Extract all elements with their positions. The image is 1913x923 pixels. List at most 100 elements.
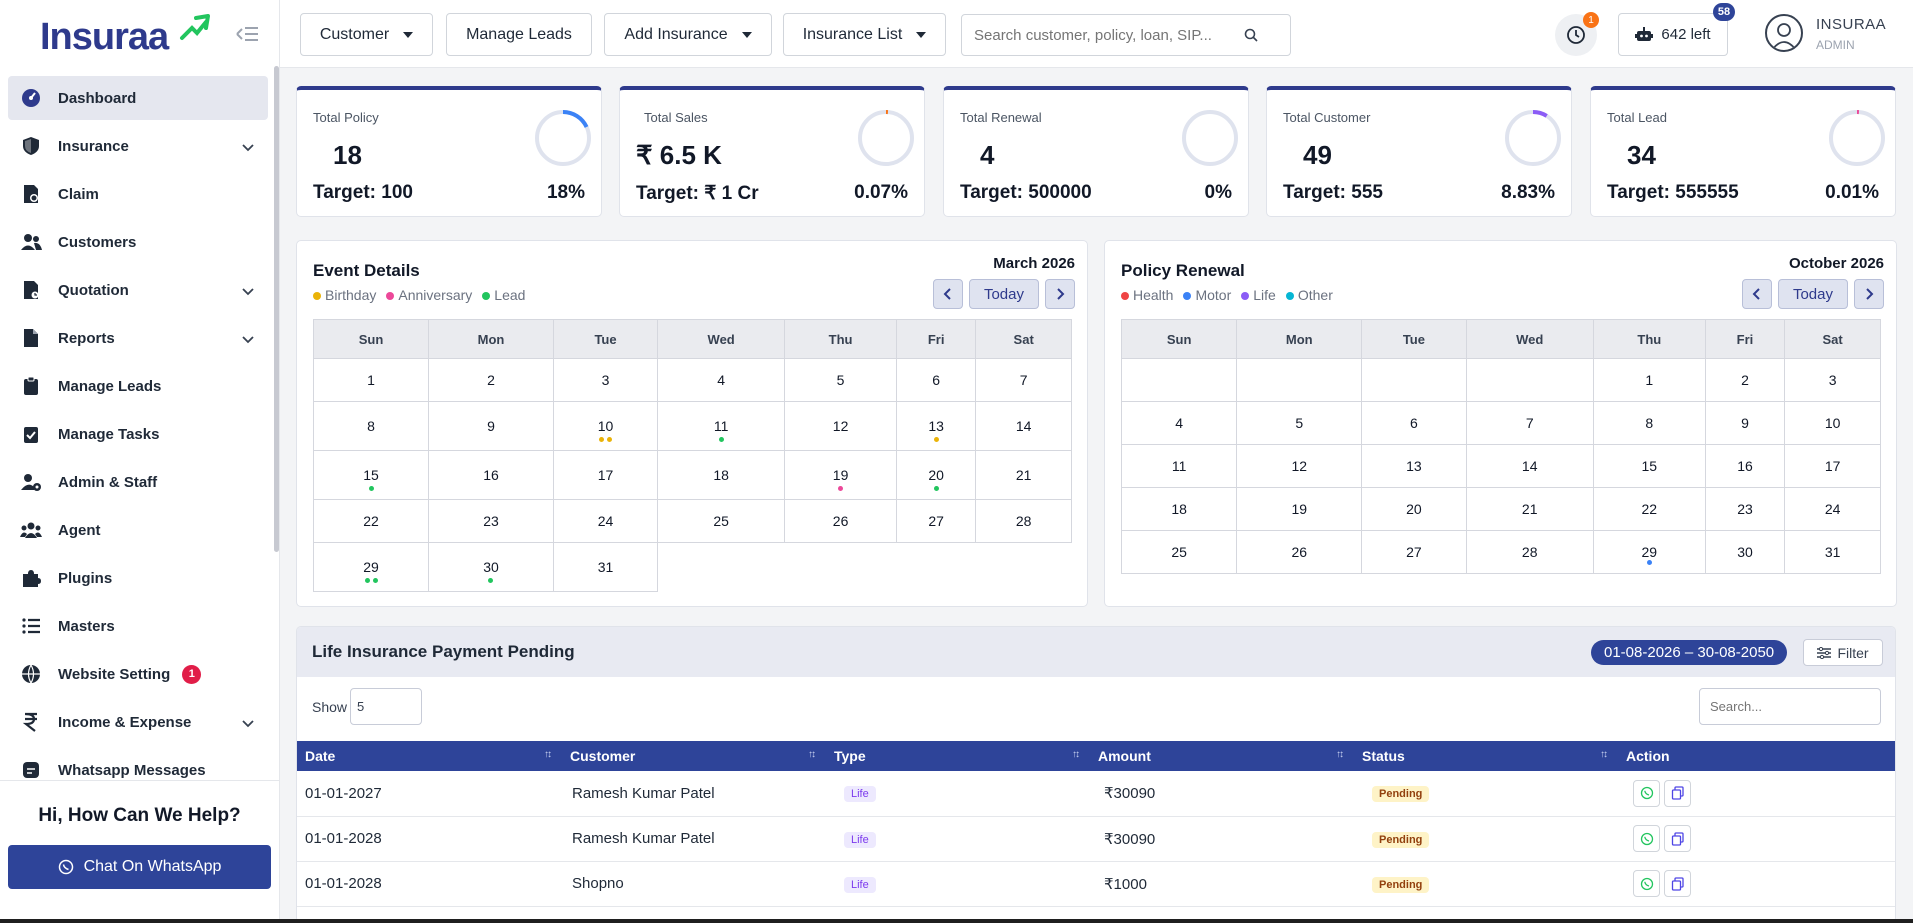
column-header-status[interactable]: Status ↑↕ <box>1354 741 1618 771</box>
calendar-day[interactable]: 4 <box>1120 401 1238 445</box>
calendar-day[interactable]: 25 <box>1120 530 1238 574</box>
calendar-day[interactable]: 12 <box>784 401 897 451</box>
calendar-day[interactable]: 21 <box>1465 487 1594 531</box>
sidebar-item-dashboard[interactable]: Dashboard <box>8 76 268 120</box>
calendar-day[interactable]: 26 <box>1236 530 1363 574</box>
global-search-input[interactable] <box>974 26 1244 44</box>
sidebar-item-income-expense[interactable]: Income & Expense <box>8 700 268 744</box>
table-search-input[interactable] <box>1699 688 1881 725</box>
sidebar-item-agent[interactable]: Agent <box>8 508 268 552</box>
sidebar-item-quotation[interactable]: Quotation <box>8 268 268 312</box>
sidebar-item-masters[interactable]: Masters <box>8 604 268 648</box>
sidebar-item-plugins[interactable]: Plugins <box>8 556 268 600</box>
calendar-day[interactable]: 19 <box>1236 487 1363 531</box>
calendar-day[interactable]: 13 <box>1361 444 1467 488</box>
prev-month-button[interactable] <box>1741 279 1772 309</box>
calendar-day[interactable]: 24 <box>552 499 659 543</box>
table-row[interactable]: 01-01-2028 Shopno Life ₹1000 Pending <box>297 861 1895 907</box>
calendar-day[interactable]: 27 <box>1361 530 1467 574</box>
calendar-day[interactable]: 25 <box>657 499 786 543</box>
date-range-chip[interactable]: 01-08-2026 – 30-08-2050 <box>1591 640 1788 665</box>
calendar-day[interactable]: 7 <box>975 358 1072 402</box>
calendar-day[interactable]: 2 <box>428 358 554 402</box>
add-insurance-dropdown[interactable]: Add Insurance <box>604 13 772 56</box>
sidebar-item-insurance[interactable]: Insurance <box>8 124 268 168</box>
calendar-day[interactable]: 7 <box>1465 401 1594 445</box>
prev-month-button[interactable] <box>932 279 963 309</box>
stat-card-total-policy[interactable]: Total Policy 18 Target: 100 18% <box>296 86 602 217</box>
sort-icon[interactable]: ↑↕ <box>1072 749 1080 760</box>
stat-card-total-sales[interactable]: Total Sales ₹ 6.5 K Target: ₹ 1 Cr 0.07% <box>619 86 925 217</box>
calendar-day[interactable]: 14 <box>1465 444 1594 488</box>
column-header-amount[interactable]: Amount ↑↕ <box>1090 741 1354 771</box>
sidebar-item-website-setting[interactable]: Website Setting 1 <box>8 652 268 696</box>
brand-logo[interactable]: Insuraa <box>40 14 210 58</box>
calendar-day[interactable]: 30 <box>1704 530 1786 574</box>
column-header-type[interactable]: Type ↑↕ <box>826 741 1090 771</box>
calendar-day[interactable]: 15 <box>312 450 430 500</box>
calendar-day[interactable]: 1 <box>1592 358 1706 402</box>
credits-button[interactable]: 642 left <box>1618 13 1728 56</box>
chevron-down-icon[interactable] <box>242 331 254 347</box>
calendar-day[interactable]: 11 <box>1120 444 1238 488</box>
sort-icon[interactable]: ↑↕ <box>544 749 552 760</box>
stat-card-total-renewal[interactable]: Total Renewal 4 Target: 500000 0% <box>943 86 1249 217</box>
calendar-day[interactable]: 5 <box>784 358 897 402</box>
calendar-day[interactable]: 11 <box>657 401 786 451</box>
today-button[interactable]: Today <box>968 279 1039 309</box>
sidebar-scrollbar[interactable] <box>274 66 279 552</box>
whatsapp-reminder-button[interactable] <box>1633 870 1660 897</box>
calendar-day[interactable]: 13 <box>895 401 977 451</box>
calendar-day[interactable]: 2 <box>1704 358 1786 402</box>
whatsapp-reminder-button[interactable] <box>1633 825 1660 852</box>
sidebar-collapse-icon[interactable] <box>234 24 260 44</box>
calendar-day[interactable]: 21 <box>975 450 1072 500</box>
calendar-day[interactable]: 18 <box>657 450 786 500</box>
user-name[interactable]: INSURAA <box>1816 16 1887 33</box>
calendar-day[interactable]: 9 <box>1704 401 1786 445</box>
copy-button[interactable] <box>1664 779 1691 807</box>
calendar-day[interactable]: 31 <box>552 542 659 592</box>
calendar-day[interactable]: 10 <box>1784 401 1881 445</box>
calendar-day[interactable]: 17 <box>552 450 659 500</box>
manage-leads-button[interactable]: Manage Leads <box>446 13 592 56</box>
calendar-day[interactable]: 3 <box>1784 358 1881 402</box>
today-button[interactable]: Today <box>1777 279 1848 309</box>
stat-card-total-lead[interactable]: Total Lead 34 Target: 555555 0.01% <box>1590 86 1896 217</box>
sidebar-item-manage-tasks[interactable]: Manage Tasks <box>8 412 268 456</box>
calendar-day[interactable]: 29 <box>1592 530 1706 574</box>
customer-dropdown[interactable]: Customer <box>300 13 433 56</box>
calendar-day[interactable]: 23 <box>428 499 554 543</box>
calendar-day[interactable]: 24 <box>1784 487 1881 531</box>
calendar-day[interactable]: 18 <box>1120 487 1238 531</box>
stat-card-total-customer[interactable]: Total Customer 49 Target: 555 8.83% <box>1266 86 1572 217</box>
whatsapp-reminder-button[interactable] <box>1633 779 1660 807</box>
calendar-day[interactable]: 16 <box>428 450 554 500</box>
copy-button[interactable] <box>1664 825 1691 852</box>
chevron-down-icon[interactable] <box>242 715 254 731</box>
calendar-day[interactable]: 19 <box>784 450 897 500</box>
calendar-day[interactable]: 4 <box>657 358 786 402</box>
table-row[interactable]: 01-01-2028 Ramesh Kumar Patel Life ₹30090 Pe… <box>297 816 1895 862</box>
reminders-button[interactable]: 1 <box>1555 12 1599 56</box>
calendar-day[interactable]: 28 <box>1465 530 1594 574</box>
next-month-button[interactable] <box>1854 279 1884 309</box>
sidebar-item-manage-leads[interactable]: Manage Leads <box>8 364 268 408</box>
calendar-day[interactable]: 31 <box>1784 530 1881 574</box>
table-row[interactable]: 01-01-2027 Ramesh Kumar Patel Life ₹30090 Pe… <box>297 771 1895 817</box>
calendar-day[interactable]: 10 <box>552 401 659 451</box>
column-header-customer[interactable]: Customer ↑↕ <box>562 741 826 771</box>
calendar-day[interactable]: 28 <box>975 499 1072 543</box>
calendar-day[interactable]: 26 <box>784 499 897 543</box>
column-header-date[interactable]: Date ↑↕ <box>297 741 562 771</box>
sort-icon[interactable]: ↑↕ <box>1336 749 1344 760</box>
calendar-day[interactable]: 20 <box>895 450 977 500</box>
insurance-list-dropdown[interactable]: Insurance List <box>783 13 946 56</box>
sidebar-item-claim[interactable]: Claim <box>8 172 268 216</box>
sidebar-item-reports[interactable]: Reports <box>8 316 268 360</box>
next-month-button[interactable] <box>1045 279 1075 309</box>
chevron-down-icon[interactable] <box>242 283 254 299</box>
sidebar-item-whatsapp-messages[interactable]: Whatsapp Messages <box>8 748 268 792</box>
calendar-day[interactable]: 23 <box>1704 487 1786 531</box>
calendar-day[interactable]: 27 <box>895 499 977 543</box>
